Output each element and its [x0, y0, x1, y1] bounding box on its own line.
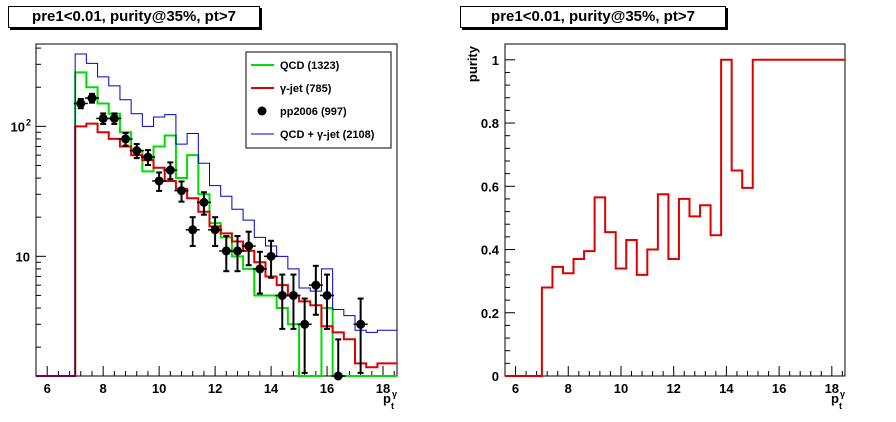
right-chart: 6 8 10 12 14 16 18 0 0.2 0.4 0.6 0.8 1 p γt purity: [465, 43, 846, 411]
data-point: [165, 165, 175, 175]
data-point: [311, 280, 321, 290]
data-point: [199, 197, 209, 207]
right-y-tick-label: 0.4: [481, 243, 500, 258]
left-x-axis-label-sub: t: [391, 401, 394, 411]
left-y-tick-exponent: 2: [26, 117, 31, 127]
right-y-tick-label: 1: [492, 53, 499, 68]
legend-box: [245, 51, 392, 149]
right-x-tick-label: 8: [565, 381, 572, 396]
data-point: [87, 93, 97, 103]
data-point: [132, 146, 142, 156]
data-point: [98, 113, 108, 123]
left-x-axis-label: p: [383, 391, 391, 406]
data-point: [154, 176, 164, 186]
legend-entry-label: QCD + γ-jet (2108): [280, 129, 375, 141]
data-point: [266, 251, 276, 261]
left-x-tick-label: 10: [152, 381, 166, 396]
right-x-axis-label: p: [831, 391, 839, 406]
left-plot-frame: [35, 43, 398, 377]
data-point: [244, 241, 254, 251]
data-point: [143, 152, 153, 162]
legend-entry-label: QCD (1323): [280, 60, 340, 72]
left-x-tick-label: 16: [320, 381, 334, 396]
right-x-axis-label-sub: t: [839, 401, 842, 411]
left-x-tick-label: 6: [44, 381, 51, 396]
data-point: [210, 225, 220, 235]
data-point: [177, 186, 187, 196]
left-x-axis-label-sup: γ: [392, 389, 397, 399]
left-x-tick-label: 14: [264, 381, 279, 396]
data-point: [76, 98, 86, 108]
left-x-tick-label: 12: [208, 381, 222, 396]
left-series-dd0000-line: [36, 122, 397, 377]
right-y-tick-label: 0.2: [481, 306, 499, 321]
right-y-tick-label: 0.6: [481, 179, 499, 194]
right-x-tick-label: 6: [512, 381, 519, 396]
right-y-tick-label: 0.8: [481, 116, 499, 131]
legend-marker: [257, 106, 267, 116]
right-x-axis-label-sup: γ: [840, 389, 845, 399]
right-x-tick-label: 10: [614, 381, 628, 396]
data-point: [277, 290, 287, 300]
right-series-dd0000-line: [505, 58, 845, 377]
data-point: [356, 319, 366, 329]
right-x-tick-label: 14: [719, 381, 734, 396]
left-x-tick-label: 8: [100, 381, 107, 396]
data-point: [121, 134, 131, 144]
right-x-tick-label: 12: [666, 381, 680, 396]
data-point: [188, 225, 198, 235]
data-point: [255, 264, 265, 274]
legend-entry-label: γ-jet (785): [280, 83, 332, 95]
right-chart-title: pre1<0.01, purity@35%, pt>7: [460, 6, 726, 28]
right-y-tick-label: 0: [492, 369, 499, 384]
left-chart-title: pre1<0.01, purity@35%, pt>7: [8, 6, 260, 28]
data-point: [232, 246, 242, 256]
left-y-tick-label: 10: [16, 249, 30, 264]
right-plot-frame: [504, 43, 846, 377]
left-series-0000cc-line: [36, 53, 397, 377]
right-x-tick-label: 18: [825, 381, 839, 396]
data-point: [109, 113, 119, 123]
right-x-tick-label: 16: [772, 381, 786, 396]
data-point: [221, 246, 231, 256]
right-y-axis-label: purity: [465, 45, 480, 82]
data-point: [300, 319, 310, 329]
left-x-tick-label: 18: [376, 381, 390, 396]
data-point: [333, 371, 343, 381]
left-y-tick-label: 10: [11, 119, 25, 134]
legend-entry-label: pp2006 (997): [280, 106, 347, 118]
data-point: [322, 290, 332, 300]
data-point: [288, 290, 298, 300]
